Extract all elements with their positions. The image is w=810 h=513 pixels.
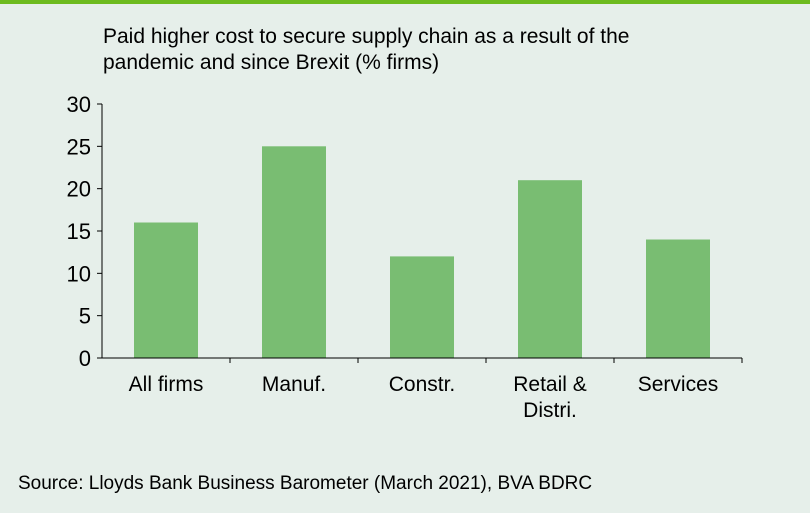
x-tick-label: Constr. [389,373,456,396]
y-tick-label: 0 [79,346,91,371]
chart-title-line-1: Paid higher cost to secure supply chain … [103,25,630,48]
y-tick-label: 30 [67,92,91,117]
bar [518,180,582,358]
bar [134,222,198,358]
bar [390,256,454,358]
y-tick-label: 25 [67,134,91,159]
bar [646,239,710,358]
chart-title-line-2: pandemic and since Brexit (% firms) [103,51,440,74]
x-tick-label: Retail & Distri. [513,373,587,422]
x-tick-label: All firms [129,373,204,396]
y-tick-label: 10 [67,261,91,286]
source-note: Source: Lloyds Bank Business Barometer (… [18,473,593,494]
y-tick-label: 20 [67,177,91,202]
chart-title: Paid higher cost to secure supply chain … [103,24,763,76]
x-tick-label: Services [638,373,719,396]
accent-top-bar [0,0,810,4]
axes-layer [97,103,743,363]
bars-layer [134,146,710,358]
labels-layer: All firms Manuf. Constr. Retail & Distri. Ser… [67,92,719,422]
y-tick-label: 15 [67,219,91,244]
y-tick-label: 5 [79,304,91,329]
x-tick-label: Manuf. [262,373,326,396]
bar [262,146,326,358]
